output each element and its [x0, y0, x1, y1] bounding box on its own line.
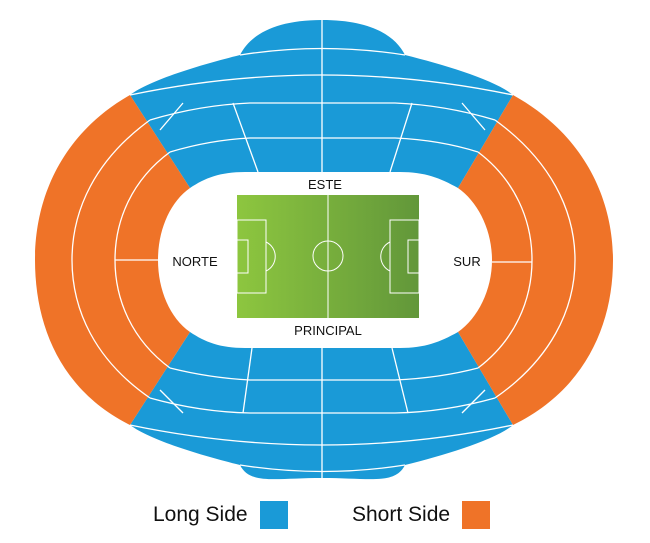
stand-label-south: SUR: [453, 254, 480, 269]
east-radial-left: [232, 102, 259, 173]
south-tier-arc-1: [494, 119, 576, 399]
east-radial-far-right: [461, 102, 486, 131]
north-tier-arc-1: [71, 119, 151, 399]
south-tier-arc-2: [477, 151, 533, 369]
left-goal-box: [236, 239, 249, 274]
section-divider-lines: [71, 20, 576, 478]
legend-long-side-label: Long Side: [153, 503, 248, 526]
north-short-side-stand[interactable]: [35, 95, 190, 425]
legend-long-side-swatch: [259, 501, 288, 529]
south-short-side-stand[interactable]: [458, 95, 613, 425]
left-penalty-arc: [265, 241, 276, 272]
stand-label-north: NORTE: [172, 254, 218, 269]
legend-short-side: Short Side: [352, 498, 491, 532]
stand-label-main: PRINCIPAL: [294, 323, 362, 338]
main-radial-left: [242, 347, 253, 414]
center-circle: [312, 240, 344, 272]
east-radial-far-left: [159, 102, 184, 131]
main-radial-far-right: [461, 389, 486, 414]
right-goal-box: [407, 239, 420, 274]
legend-short-side-swatch: [462, 501, 491, 529]
stand-label-east: ESTE: [308, 177, 342, 192]
legend-short-side-label: Short Side: [352, 503, 451, 526]
main-radial-far-left: [159, 389, 184, 414]
pitch-markings: [236, 195, 420, 318]
east-radial-right: [389, 102, 413, 173]
main-radial-right: [391, 347, 409, 414]
legend-long-side: Long Side: [153, 498, 288, 532]
right-penalty-arc: [380, 241, 391, 272]
